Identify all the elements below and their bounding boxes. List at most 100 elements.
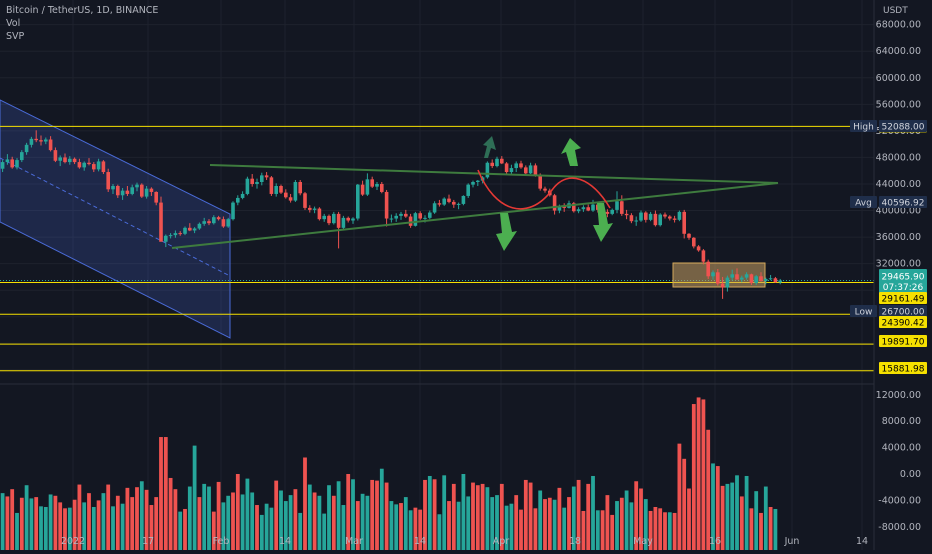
volume-bar: [264, 503, 269, 550]
candle-body: [471, 182, 475, 185]
volume-bar: [447, 501, 451, 550]
candle-body: [466, 184, 470, 196]
price-label-box: [879, 316, 927, 328]
volume-bar: [331, 495, 336, 550]
volume-bar: [629, 502, 634, 550]
volume-bar: [63, 508, 67, 550]
volume-bar: [5, 496, 10, 550]
volume-bar: [259, 514, 264, 550]
time-tick-label: Mar: [345, 536, 363, 547]
price-label-tag-box: [850, 196, 877, 208]
volume-bar: [207, 486, 211, 550]
volume-bar: [96, 500, 101, 550]
volume-bar: [552, 499, 557, 550]
price-tick-label: 48000.00: [876, 152, 921, 163]
candle-body: [288, 197, 293, 201]
candle-body: [720, 283, 725, 288]
volume-tick-label: 0.00: [900, 469, 921, 480]
volume-bar: [687, 488, 691, 550]
volume-indicator-label[interactable]: Vol: [6, 18, 21, 29]
candle-body: [58, 157, 62, 161]
volume-bar: [567, 497, 571, 550]
candle-body: [773, 278, 778, 283]
price-tick-label: 60000.00: [876, 73, 921, 84]
candle-body: [82, 162, 86, 168]
triangle-lower-line: [171, 182, 779, 249]
price-label-value: 26700.00: [882, 308, 925, 318]
volume-bar: [490, 497, 495, 550]
volume-bar: [163, 437, 168, 550]
candle-body: [20, 152, 24, 161]
candle-body: [15, 160, 19, 168]
volume-bar: [336, 481, 341, 550]
price-tick-label: 44000.00: [876, 179, 921, 190]
price-label-value: 40596.92: [882, 199, 925, 209]
volume-bar: [667, 512, 672, 550]
candle-body: [668, 216, 672, 219]
volume-bar: [341, 505, 346, 550]
volume-bar: [677, 443, 682, 550]
svp-indicator-label[interactable]: SVP: [6, 31, 25, 42]
projection-curve: [477, 169, 611, 210]
candle-body: [159, 202, 163, 242]
candle-body: [764, 278, 768, 281]
candle-body: [663, 214, 667, 217]
candle-body: [197, 223, 202, 229]
volume-bar: [375, 480, 379, 550]
volume-bar: [720, 485, 725, 550]
volume-bar: [235, 474, 240, 550]
volume-bar: [283, 501, 288, 550]
candle-body: [581, 207, 586, 210]
candle-body: [298, 182, 302, 194]
candle-body: [452, 201, 456, 205]
price-label-tag-box: [850, 305, 877, 317]
candle-body: [24, 144, 29, 153]
candle-body: [240, 193, 245, 198]
candle-body: [332, 213, 336, 224]
candle-body: [154, 191, 158, 203]
volume-bar: [624, 490, 629, 550]
candle-body: [96, 161, 101, 170]
volume-bar: [475, 485, 480, 550]
candle-body: [389, 218, 394, 220]
volume-bar: [739, 496, 744, 550]
volume-bar: [471, 482, 475, 550]
volume-bar: [120, 503, 125, 550]
volume-bar: [523, 479, 528, 550]
volume-bar: [735, 475, 739, 550]
descending-channel: [0, 99, 231, 339]
candle-body: [528, 165, 533, 174]
candle-body: [696, 246, 701, 251]
candle-body: [701, 250, 706, 262]
candle-body: [130, 187, 134, 194]
volume-bar: [691, 404, 696, 550]
candle-body: [87, 162, 91, 165]
price-label: 29161.49: [879, 292, 927, 305]
volume-bar: [317, 495, 322, 550]
candle-body: [44, 139, 48, 142]
candle-body: [495, 158, 499, 167]
candle-body: [682, 211, 686, 234]
time-tick-label: 2022: [61, 536, 85, 547]
candle-body: [317, 208, 322, 220]
volume-bar: [312, 492, 317, 550]
candle-body: [543, 188, 547, 191]
price-tick-label: 56000.00: [876, 99, 921, 110]
candle-body: [173, 233, 178, 236]
volume-bar: [514, 495, 519, 550]
chart-legend[interactable]: Bitcoin / TetherUS, 1D, BINANCE Vol SVP: [6, 4, 158, 43]
candle-body: [557, 206, 562, 211]
volume-bar: [346, 474, 351, 550]
volume-bar: [663, 512, 667, 550]
volume-bar: [451, 483, 456, 550]
volume-bar: [389, 501, 394, 550]
candle-body: [692, 237, 696, 247]
volume-bar: [648, 510, 653, 550]
time-tick-label: 18: [569, 536, 581, 547]
price-label-box: [879, 362, 927, 374]
volume-bar: [643, 499, 648, 550]
volume-bar: [168, 477, 173, 550]
